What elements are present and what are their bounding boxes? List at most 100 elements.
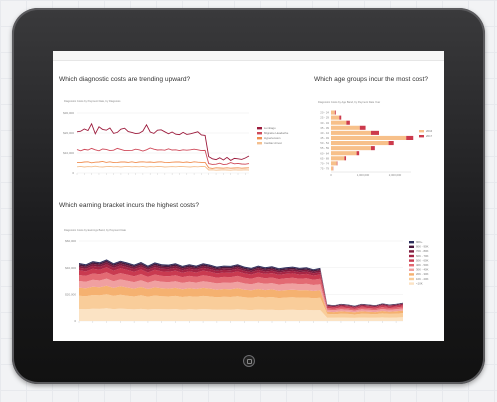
y-tick-label: 0	[72, 171, 74, 175]
age-band-label: 50 - 54	[320, 141, 329, 145]
age-bar	[336, 161, 338, 166]
area-series	[79, 285, 403, 315]
legend-swatch	[409, 264, 414, 267]
legend-label: Hypertension	[264, 136, 281, 140]
legend-label: 40K - 50K	[416, 263, 429, 267]
legend-swatch	[409, 254, 414, 258]
age-bar	[331, 146, 371, 151]
age-bar	[331, 166, 333, 171]
age-bar	[356, 151, 360, 156]
chart3-subtitle: Diagnostic Costs by Earnings Band, by Pa…	[64, 229, 126, 232]
age-bar	[406, 135, 414, 140]
age-bar	[388, 141, 394, 146]
age-band-label: 35 - 39	[320, 126, 329, 130]
age-bar	[359, 125, 366, 130]
legend-swatch	[409, 250, 414, 253]
area-series	[79, 267, 403, 309]
age-bar	[331, 115, 340, 120]
legend-label: 20K - 30K	[416, 272, 429, 276]
legend-swatch	[257, 137, 262, 140]
legend-label: <10K	[416, 281, 423, 285]
legend-label: 50K - 60K	[416, 258, 429, 262]
legend-label: 90K+	[416, 240, 423, 244]
age-bar	[371, 130, 379, 135]
question-diagnostic-costs: Which diagnostic costs are trending upwa…	[59, 76, 191, 83]
area-series	[79, 294, 403, 318]
series-line	[76, 122, 250, 161]
age-bar	[339, 115, 342, 120]
legend-swatch	[257, 132, 262, 135]
legend-label: 60K - 70K	[416, 254, 429, 258]
x-tick-label: 0	[330, 173, 332, 177]
y-tick-label: $30,000	[63, 111, 74, 115]
age-bar	[344, 156, 347, 161]
legend-label: Lumbago	[264, 126, 276, 130]
home-button[interactable]	[243, 355, 255, 367]
legend-swatch	[257, 142, 262, 145]
legend-label: 30K - 40K	[416, 268, 429, 272]
age-bar	[334, 110, 336, 115]
legend-label: Cardiac Arrest	[264, 141, 282, 145]
legend-swatch	[409, 241, 414, 244]
age-band-label: 30 - 34	[320, 121, 329, 125]
y-tick-label: $20,000	[63, 131, 74, 135]
legend-label: 80K - 90K	[416, 245, 429, 249]
age-bar	[331, 161, 337, 166]
legend-swatch	[409, 245, 414, 248]
legend-swatch	[419, 135, 424, 138]
legend-label: 10K - 20K	[416, 277, 429, 281]
y-tick-label: $40,000	[65, 266, 76, 270]
series-line	[76, 160, 250, 169]
area-series	[79, 272, 403, 311]
dashboard-screen: Which diagnostic costs are trending upwa…	[53, 51, 444, 341]
age-band-label: 20 - 24	[320, 111, 329, 115]
legend-label: 2016	[426, 129, 433, 133]
age-band-label: 65 - 69	[320, 156, 329, 160]
age-bar	[331, 156, 345, 161]
area-series	[79, 264, 403, 308]
legend-label: 2017	[426, 134, 433, 138]
age-band-label: 45 - 49	[320, 136, 329, 140]
age-bar	[331, 125, 360, 130]
area-series	[79, 308, 403, 321]
legend-swatch	[409, 259, 414, 262]
chart1-subtitle: Diagnostic Costs by Payment Date, by Dia…	[64, 100, 121, 103]
age-band-label: 40 - 44	[320, 131, 329, 135]
legend-swatch	[409, 268, 414, 271]
age-band-label: 75 - 79	[320, 167, 329, 171]
top-bar	[53, 51, 444, 61]
age-bar	[331, 151, 357, 156]
legend-label: 70K - 80K	[416, 249, 429, 253]
age-bar	[371, 146, 375, 151]
area-series	[79, 262, 403, 308]
legend-swatch	[409, 273, 414, 276]
question-age-groups: Which age groups incur the most cost?	[314, 76, 428, 83]
legend-swatch	[409, 277, 414, 281]
age-band-label: 25 - 29	[320, 116, 329, 120]
y-tick-label: $20,000	[65, 293, 76, 297]
legend-swatch	[419, 130, 424, 133]
y-tick-label: $60,000	[65, 239, 76, 243]
legend-swatch	[257, 127, 262, 130]
age-bar	[331, 141, 389, 146]
age-bar	[331, 135, 407, 140]
age-band-label: 60 - 64	[320, 151, 329, 155]
x-tick-label: 2,000,000	[389, 173, 402, 177]
age-bar	[346, 120, 350, 125]
age-bar	[331, 120, 347, 125]
y-tick-label: $10,000	[63, 151, 74, 155]
chart2-subtitle: Diagnostic Costs by Age Band, by Payment…	[318, 101, 381, 104]
age-bar	[331, 130, 371, 135]
age-band-label: 70 - 74	[320, 161, 329, 165]
question-earning-bracket: Which earning bracket incurs the highest…	[59, 202, 200, 209]
legend-label: Migraine Headache	[264, 131, 289, 135]
series-line	[76, 165, 250, 171]
age-bar	[331, 110, 335, 115]
age-band-label: 55 - 59	[320, 146, 329, 150]
legend-swatch	[409, 282, 414, 285]
area-series	[79, 278, 403, 313]
x-tick-label: 1,000,000	[357, 173, 370, 177]
